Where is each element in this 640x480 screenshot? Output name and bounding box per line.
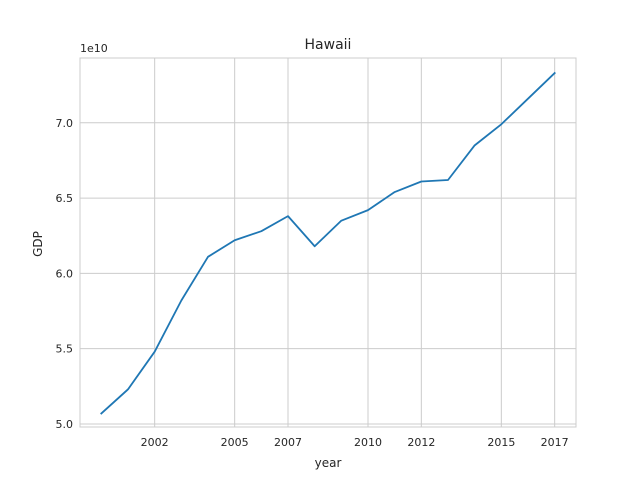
y-tick-label: 5.0	[56, 418, 74, 431]
tick-layer: 2002 2005 2007 2010 2012 2015 2017 5.0 5.5 6.0 6.5…	[56, 117, 569, 449]
x-axis-label: year	[315, 456, 342, 470]
x-tick-label: 2015	[487, 436, 515, 449]
y-tick-label: 5.5	[56, 343, 74, 356]
grid-layer	[80, 58, 576, 427]
y-tick-label: 6.0	[56, 267, 74, 280]
x-tick-label: 2010	[354, 436, 382, 449]
x-tick-label: 2007	[274, 436, 302, 449]
x-tick-label: 2002	[141, 436, 169, 449]
x-tick-label: 2005	[221, 436, 249, 449]
y-tick-label: 7.0	[56, 117, 74, 130]
gdp-series-line	[100, 71, 556, 415]
x-tick-label: 2017	[541, 436, 569, 449]
y-tick-label: 6.5	[56, 192, 74, 205]
plot-frame	[79, 57, 577, 428]
series-layer	[100, 71, 556, 415]
chart-title: Hawaii	[305, 37, 352, 53]
x-tick-label: 2012	[407, 436, 435, 449]
y-axis-label: GDP	[31, 231, 45, 257]
y-axis-multiplier: 1e10	[80, 42, 108, 55]
